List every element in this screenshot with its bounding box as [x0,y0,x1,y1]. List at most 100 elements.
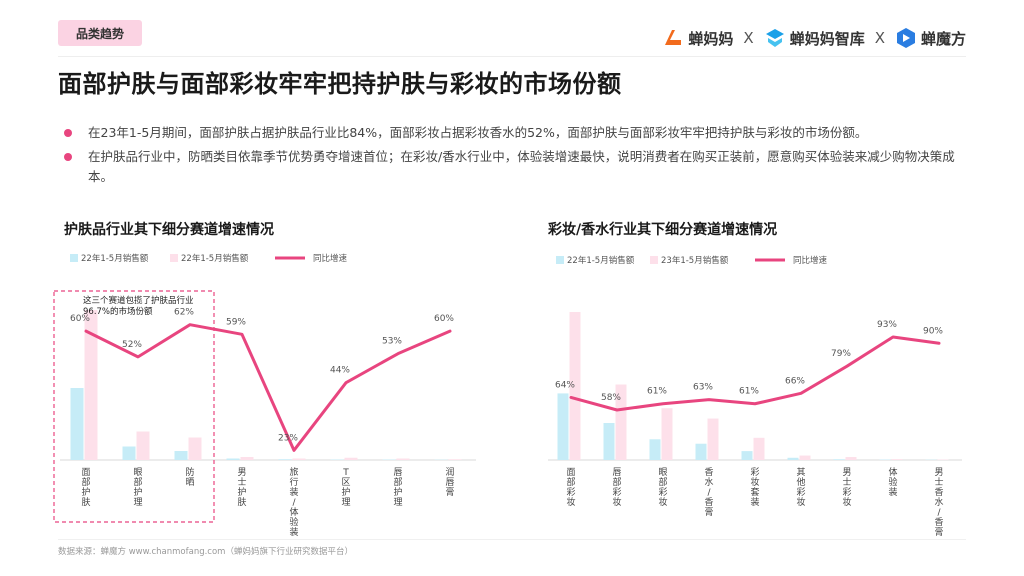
bar-prev-year [174,451,188,460]
brand-chanmama: 蝉妈妈 [662,27,733,49]
brand-name: 蝉魔方 [920,29,966,48]
category-label: 其他彩妆 [796,467,805,508]
data-label: 62% [174,308,194,318]
bullet-item: 在护肤品行业中，防晒类目依靠季节优势勇夺增速首位；在彩妆/香水行业中，体验装增速… [58,147,968,187]
bar-curr-year [615,384,627,460]
category-label: 面部彩妆 [566,467,575,508]
bullet-item: 在23年1-5月期间，面部护肤占据护肤品行业比84%，面部彩妆占据彩妆香水的52… [58,123,968,143]
bar-curr-year [661,408,673,460]
category-label: 男士护肤 [237,467,246,508]
brand-separator: X [874,29,885,47]
bar-prev-year [649,439,661,460]
bar-curr-year [188,437,202,460]
page-title: 面部护肤与面部彩妆牢牢把持护肤与彩妆的市场份额 [58,70,622,98]
data-label: 61% [739,387,759,397]
chanmofang-logo-icon [896,28,915,48]
bullet-dot-icon [64,129,72,137]
brand-chanmofang: 蝉魔方 [895,27,966,49]
data-label: 52% [122,340,142,350]
bullet-text: 在护肤品行业中，防晒类目依靠季节优势勇夺增速首位；在彩妆/香水行业中，体验装增速… [88,149,955,184]
category-label: 眼部护理 [133,467,142,508]
bar-curr-year [707,418,719,460]
bar-prev-year [122,446,136,460]
data-label: 66% [785,376,805,386]
bar-curr-year [84,310,98,460]
data-label: 64% [555,380,575,390]
bullet-dot-icon [64,153,72,161]
bar-prev-year [603,423,615,460]
bar-prev-year [278,459,292,460]
legend-swatch [650,256,658,264]
bar-curr-year [753,437,765,460]
legend-label: 22年1-5月销售额 [81,253,149,264]
chart-title-skincare: 护肤品行业其下细分赛道增速情况 [64,222,274,238]
bar-prev-year [787,457,799,460]
bar-curr-year [240,457,254,460]
chart-title-makeup: 彩妆/香水行业其下细分赛道增速情况 [548,222,778,238]
legend-label: 22年1-5月销售额 [181,253,249,264]
data-label: 60% [70,314,90,324]
data-label: 58% [601,393,621,403]
bar-curr-year [136,431,150,460]
category-label: 面部护肤 [81,467,90,508]
data-source: 数据来源：蝉魔方 www.chanmofang.com（蝉妈妈旗下行业研究数据平… [58,547,353,557]
category-label: 润唇膏 [445,466,454,498]
brand-chanmama-zhiku: 蝉妈妈智库 [764,27,865,49]
category-label: 唇部护理 [393,467,402,508]
chanmama-zhiku-logo-icon [765,29,784,47]
growth-line [569,335,941,412]
section-tag: 品类趋势 [58,20,142,46]
chanmama-logo-icon [665,30,682,45]
bar-curr-year [292,458,306,460]
category-label: 眼部彩妆 [658,467,667,508]
footer-divider [58,539,966,540]
brand-separator: X [743,29,754,47]
bar-curr-year [891,459,903,460]
bar-prev-year [833,459,845,460]
bar-curr-year [448,459,462,460]
data-label: 79% [831,349,851,359]
annotation-text: 这三个赛道包揽了护肤品行业 96.7%的市场份额 [83,295,194,317]
bar-curr-year [344,457,358,460]
legend-label: 同比增速 [313,253,348,264]
bar-prev-year [226,458,240,460]
brand-logos: 蝉妈妈 X 蝉妈妈智库 X 蝉魔方 [662,24,966,52]
category-label: 男士香水/香膏 [934,467,943,538]
legend-label: 同比增速 [793,255,828,266]
bar-prev-year [557,393,569,460]
brand-name: 蝉妈妈 [688,29,734,48]
legend-swatch [170,254,178,262]
category-label: 唇部彩妆 [612,467,621,508]
bar-curr-year [569,312,581,460]
bar-curr-year [845,457,857,460]
data-label: 90% [923,326,943,336]
category-label: T 区护理 [341,468,350,508]
data-label: 61% [647,387,667,397]
data-label: 63% [693,383,713,393]
data-label: 60% [434,314,454,324]
category-label: 旅行装/体验装 [289,466,298,538]
legend-swatch [556,256,564,264]
data-label: 23% [278,433,298,443]
bar-curr-year [396,458,410,460]
data-label: 93% [877,320,897,330]
category-label: 防晒 [185,466,194,488]
bar-prev-year [741,451,753,460]
category-label: 男士彩妆 [842,467,851,508]
bar-prev-year [695,443,707,460]
data-label: 53% [382,337,402,347]
data-label: 59% [226,317,246,327]
data-label: 44% [330,366,350,376]
highlight-box [53,290,215,523]
header-divider [58,56,966,57]
legend-label: 23年1-5月销售额 [661,255,729,266]
summary-bullets: 在23年1-5月期间，面部护肤占据护肤品行业比84%，面部彩妆占据彩妆香水的52… [58,123,968,191]
brand-name: 蝉妈妈智库 [789,29,865,48]
bar-curr-year [799,455,811,460]
category-label: 彩妆套装 [750,467,759,508]
category-label: 香水/香膏 [704,467,713,518]
category-label: 体验装 [888,466,897,498]
legend-label: 22年1-5月销售额 [567,255,635,266]
bullet-text: 在23年1-5月期间，面部护肤占据护肤品行业比84%，面部彩妆占据彩妆香水的52… [88,125,868,140]
